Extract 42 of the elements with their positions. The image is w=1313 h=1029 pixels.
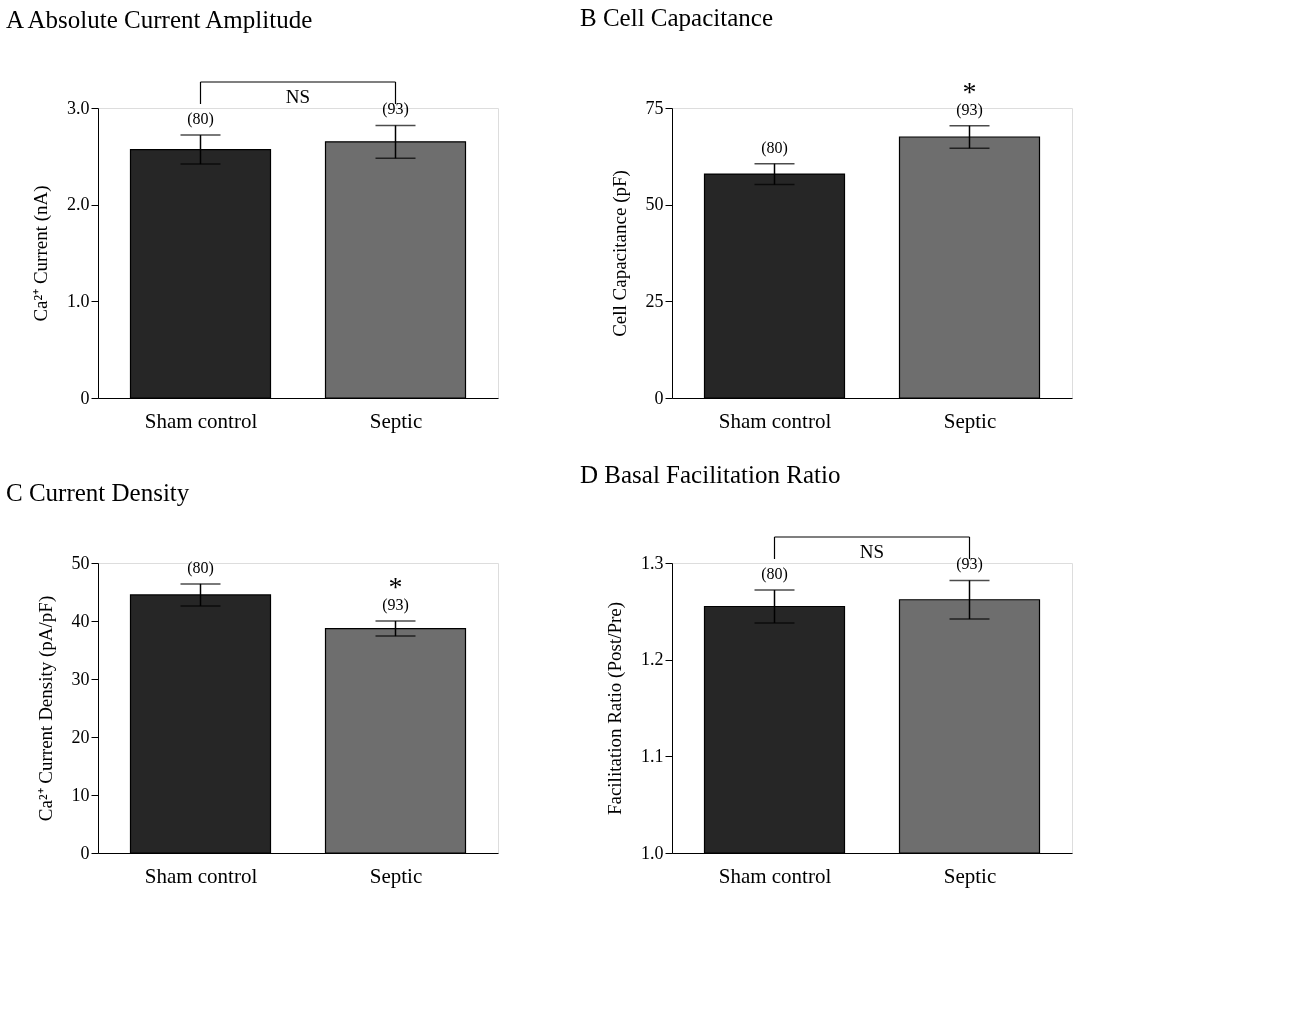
x-tick-label: Sham control — [718, 863, 832, 888]
y-axis-title: Ca²⁺ Current Density (pA/pF) — [34, 595, 57, 822]
y-tick-label: 30 — [71, 668, 90, 689]
chart-title: A Absolute Current Amplitude — [6, 6, 313, 34]
x-tick-label: Sham control — [718, 408, 832, 433]
x-tick-label: Septic — [369, 408, 423, 433]
annotation: (80) — [761, 138, 788, 157]
y-tick-label: 2.0 — [67, 194, 90, 215]
y-tick-label: 1.1 — [641, 745, 664, 766]
y-tick-label: 0 — [80, 387, 90, 408]
y-tick-label: 3.0 — [67, 97, 90, 118]
annotation: (93) — [956, 555, 983, 574]
text: NS — [285, 86, 311, 107]
y-tick-label: 20 — [71, 726, 90, 747]
y-tick-label: 50 — [71, 552, 90, 573]
y-tick-label: 75 — [645, 97, 664, 118]
text: NS — [859, 541, 885, 562]
annotation: (80) — [761, 565, 788, 584]
y-axis-title: Ca²⁺ Current (nA) — [30, 185, 52, 322]
chart-title: D Basal Facilitation Ratio — [580, 461, 841, 489]
y-tick-label: 25 — [645, 290, 664, 311]
annotation: (80) — [187, 558, 214, 577]
y-tick-label: 1.2 — [641, 649, 664, 670]
y-tick-label: 0 — [80, 842, 90, 863]
y-tick-label: 50 — [645, 194, 664, 215]
y-axis-title: Cell Capacitance (pF) — [608, 170, 631, 337]
annotation: (80) — [187, 110, 214, 129]
y-tick-label: 1.0 — [67, 290, 90, 311]
y-tick-label: 1.0 — [641, 842, 664, 863]
chart-title: B Cell Capacitance — [580, 3, 773, 31]
y-axis-title: Facilitation Ratio (Post/Pre) — [604, 601, 626, 816]
chart-title: C Current Density — [6, 479, 190, 506]
y-tick-label: 1.3 — [641, 552, 664, 573]
y-tick-label: 0 — [654, 387, 664, 408]
x-tick-label: Septic — [369, 863, 423, 888]
x-tick-label: Septic — [943, 408, 997, 433]
x-tick-label: Septic — [943, 863, 997, 888]
y-tick-label: 40 — [71, 610, 90, 631]
annotation: (93) — [382, 100, 409, 119]
x-tick-label: Sham control — [144, 408, 258, 433]
y-tick-label: 10 — [71, 784, 90, 805]
x-tick-label: Sham control — [144, 863, 258, 888]
